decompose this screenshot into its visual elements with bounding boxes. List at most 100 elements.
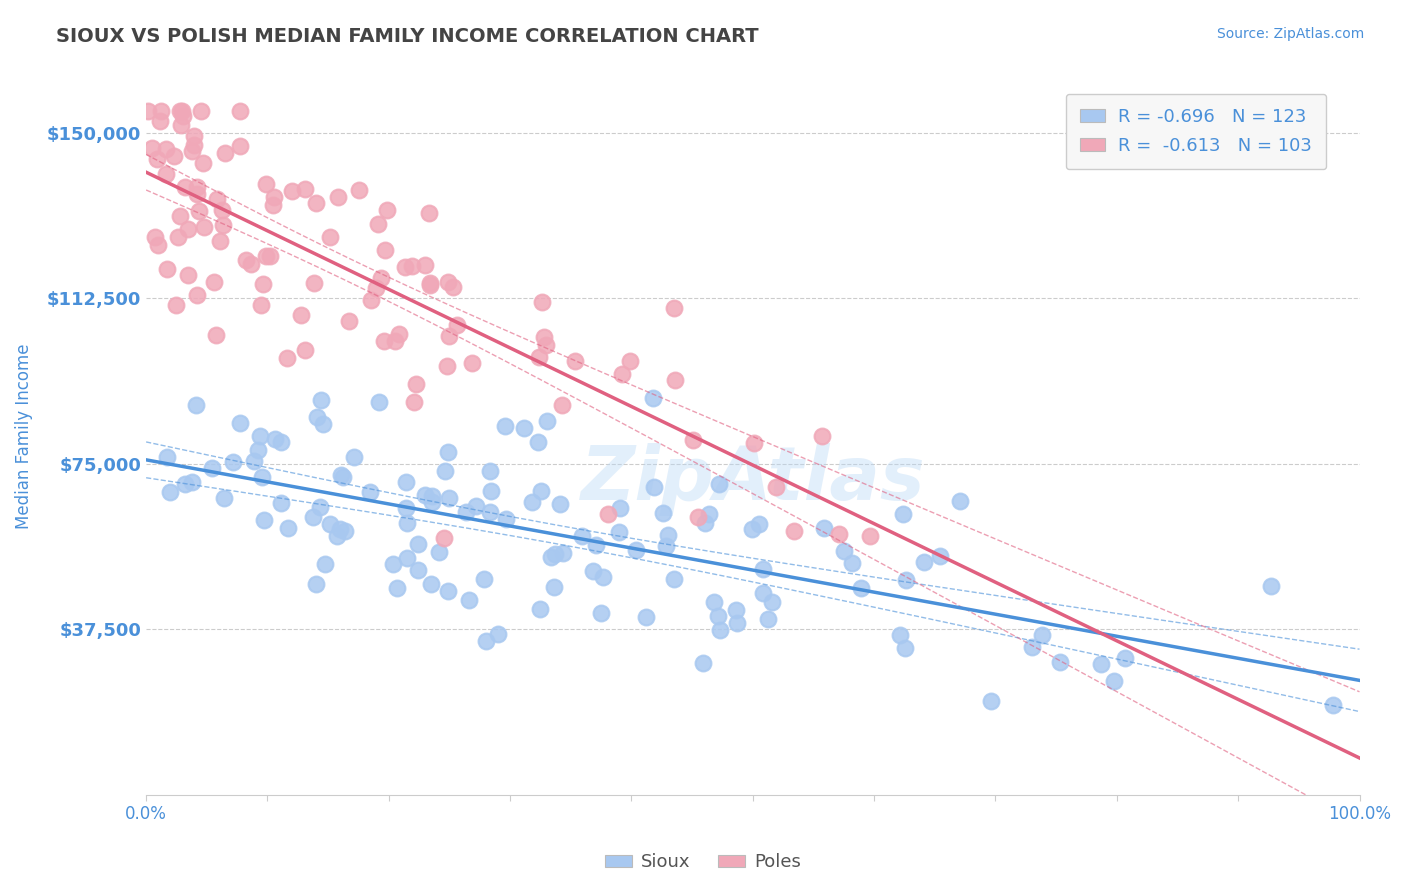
Point <box>212 491 235 505</box>
Point <box>891 507 914 521</box>
Point <box>980 694 1002 708</box>
Point <box>229 103 252 118</box>
Point <box>374 244 396 258</box>
Point <box>889 628 911 642</box>
Point <box>143 230 166 244</box>
Point <box>548 497 571 511</box>
Point <box>464 499 486 513</box>
Point <box>536 414 558 428</box>
Point <box>184 398 207 412</box>
Point <box>169 118 191 132</box>
Point <box>592 570 614 584</box>
Point <box>155 450 177 464</box>
Point <box>761 595 783 609</box>
Point <box>419 277 441 291</box>
Point <box>360 293 382 307</box>
Point <box>155 167 177 181</box>
Point <box>205 192 228 206</box>
Text: ZipAtlas: ZipAtlas <box>581 442 925 516</box>
Point <box>478 505 501 519</box>
Point <box>169 209 191 223</box>
Point <box>329 521 352 535</box>
Point <box>349 183 371 197</box>
Point <box>419 278 441 293</box>
Point <box>433 531 456 545</box>
Point <box>585 537 607 551</box>
Point <box>370 270 392 285</box>
Point <box>454 505 477 519</box>
Point <box>146 237 169 252</box>
Point <box>252 277 274 291</box>
Point <box>437 491 460 505</box>
Point <box>688 509 710 524</box>
Point <box>418 205 440 219</box>
Point <box>437 328 460 343</box>
Legend: R = -0.696   N = 123, R =  -0.613   N = 103: R = -0.696 N = 123, R = -0.613 N = 103 <box>1066 94 1326 169</box>
Point <box>724 603 747 617</box>
Point <box>664 373 686 387</box>
Point <box>752 585 775 599</box>
Point <box>527 434 550 449</box>
Point <box>457 592 479 607</box>
Point <box>254 177 277 191</box>
Point <box>343 450 366 464</box>
Point <box>270 496 292 510</box>
Point <box>495 511 517 525</box>
Point <box>419 577 441 591</box>
Point <box>307 409 329 424</box>
Point <box>813 521 835 535</box>
Point <box>252 469 274 483</box>
Point <box>221 455 243 469</box>
Point <box>276 351 298 366</box>
Point <box>709 623 731 637</box>
Point <box>544 547 567 561</box>
Point <box>368 395 391 409</box>
Point <box>328 190 350 204</box>
Point <box>406 563 429 577</box>
Point <box>610 367 633 381</box>
Point <box>381 558 404 572</box>
Point <box>582 565 605 579</box>
Point <box>167 229 190 244</box>
Point <box>172 109 194 123</box>
Point <box>159 485 181 500</box>
Point <box>186 186 208 201</box>
Point <box>420 489 443 503</box>
Point <box>312 417 335 431</box>
Point <box>693 516 716 531</box>
Point <box>591 606 613 620</box>
Point <box>1114 651 1136 665</box>
Point <box>655 539 678 553</box>
Point <box>337 313 360 327</box>
Point <box>849 581 872 595</box>
Point <box>314 557 336 571</box>
Point <box>543 580 565 594</box>
Point <box>446 318 468 332</box>
Point <box>707 477 730 491</box>
Point <box>204 275 226 289</box>
Point <box>308 500 330 514</box>
Point <box>186 287 208 301</box>
Point <box>783 524 806 538</box>
Point <box>657 528 679 542</box>
Point <box>494 419 516 434</box>
Point <box>643 480 665 494</box>
Point <box>682 433 704 447</box>
Point <box>252 513 274 527</box>
Point <box>540 550 562 565</box>
Point <box>373 334 395 349</box>
Point <box>384 334 406 348</box>
Point <box>859 529 882 543</box>
Point <box>394 260 416 274</box>
Point <box>479 464 502 478</box>
Point <box>329 468 352 483</box>
Point <box>1322 698 1344 712</box>
Point <box>141 140 163 154</box>
Point <box>420 495 443 509</box>
Point <box>309 393 332 408</box>
Point <box>211 218 233 232</box>
Point <box>433 464 456 478</box>
Point <box>1049 655 1071 669</box>
Point <box>149 113 172 128</box>
Point <box>211 202 233 217</box>
